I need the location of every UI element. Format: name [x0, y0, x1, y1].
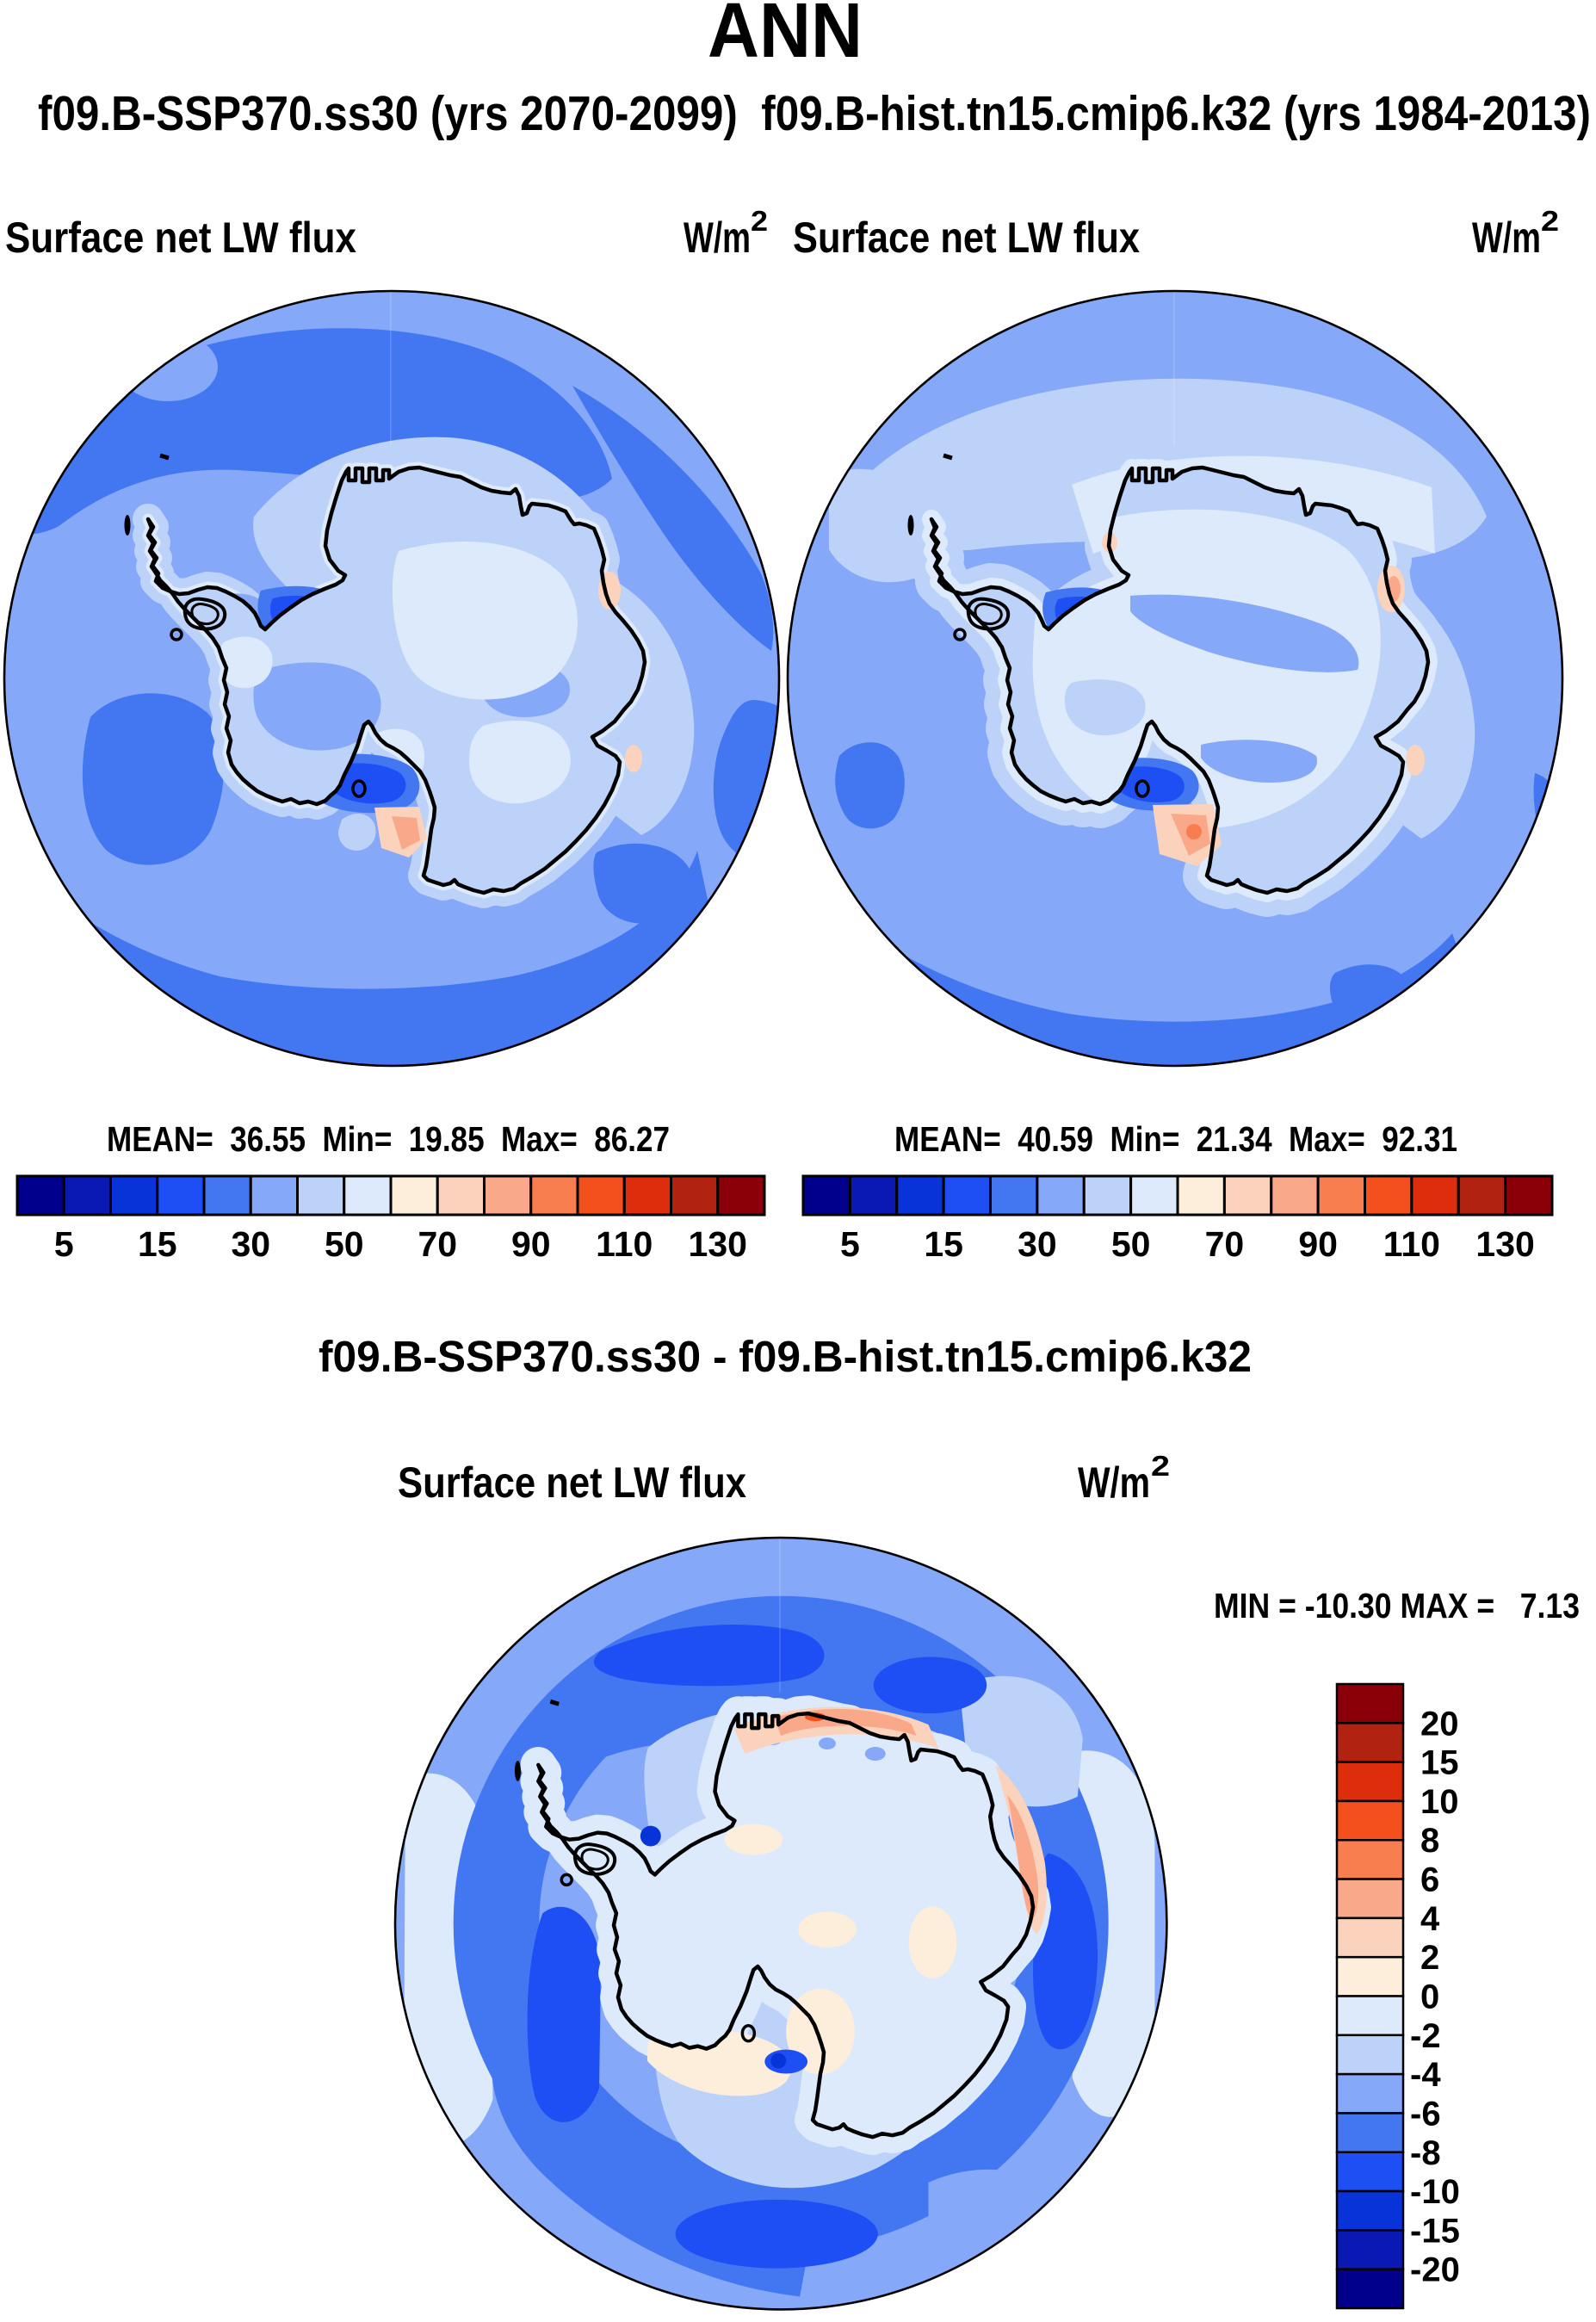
- svg-text:2: 2: [1541, 205, 1559, 237]
- svg-text:Surface net LW flux: Surface net LW flux: [398, 1458, 746, 1507]
- svg-text:8: 8: [1420, 1822, 1439, 1860]
- svg-text:-8: -8: [1410, 2134, 1441, 2172]
- svg-text:-2: -2: [1410, 2017, 1441, 2055]
- svg-text:-10: -10: [1410, 2173, 1460, 2211]
- svg-text:MEAN= 36.55 Min= 19.85 Max: MEAN= 36.55 Min= 19.85 Max= 86.27: [107, 1119, 670, 1159]
- svg-text:90: 90: [511, 1224, 551, 1264]
- svg-text:f09.B-SSP370.ss30 (yrs 2070-20: f09.B-SSP370.ss30 (yrs 2070-2099) f09.B-…: [38, 86, 1591, 141]
- svg-text:30: 30: [231, 1224, 270, 1264]
- svg-text:70: 70: [1205, 1224, 1245, 1264]
- svg-text:-20: -20: [1410, 2251, 1460, 2289]
- svg-text:0: 0: [1420, 1978, 1439, 2016]
- svg-text:50: 50: [325, 1224, 364, 1264]
- svg-text:MIN = -10.30 MAX = 7.13: MIN = -10.30 MAX = 7.13: [1214, 1586, 1580, 1625]
- svg-text:MEAN= 40.59 Min= 21.34 Max: MEAN= 40.59 Min= 21.34 Max= 92.31: [894, 1119, 1457, 1159]
- svg-text:15: 15: [924, 1224, 963, 1264]
- svg-text:2: 2: [1420, 1939, 1439, 1977]
- svg-text:-6: -6: [1410, 2095, 1441, 2133]
- svg-text:5: 5: [54, 1224, 74, 1264]
- svg-text:5: 5: [840, 1224, 860, 1264]
- svg-text:110: 110: [1383, 1224, 1440, 1264]
- svg-text:Surface net LW flux: Surface net LW flux: [5, 214, 356, 262]
- svg-text:130: 130: [1475, 1224, 1534, 1264]
- svg-text:15: 15: [138, 1224, 177, 1264]
- svg-text:2: 2: [1151, 1450, 1170, 1482]
- svg-text:4: 4: [1420, 1900, 1440, 1938]
- svg-text:130: 130: [689, 1224, 747, 1264]
- svg-text:110: 110: [596, 1224, 653, 1264]
- svg-text:f09.B-SSP370.ss30 - f09.B-hist: f09.B-SSP370.ss30 - f09.B-hist.tn15.cmip…: [319, 1332, 1252, 1381]
- svg-text:50: 50: [1111, 1224, 1151, 1264]
- svg-text:6: 6: [1420, 1861, 1439, 1899]
- svg-text:15: 15: [1420, 1744, 1459, 1782]
- svg-text:W/m: W/m: [684, 214, 751, 262]
- svg-text:-15: -15: [1410, 2212, 1460, 2250]
- svg-text:W/m: W/m: [1472, 214, 1541, 262]
- svg-text:W/m: W/m: [1078, 1458, 1150, 1507]
- svg-text:-4: -4: [1410, 2056, 1441, 2094]
- svg-text:10: 10: [1420, 1783, 1459, 1821]
- svg-text:2: 2: [751, 205, 768, 237]
- svg-text:Surface net LW flux: Surface net LW flux: [793, 214, 1140, 262]
- svg-text:ANN: ANN: [708, 0, 863, 74]
- svg-text:30: 30: [1018, 1224, 1057, 1264]
- svg-text:90: 90: [1298, 1224, 1338, 1264]
- svg-text:70: 70: [418, 1224, 457, 1264]
- svg-text:20: 20: [1420, 1705, 1459, 1743]
